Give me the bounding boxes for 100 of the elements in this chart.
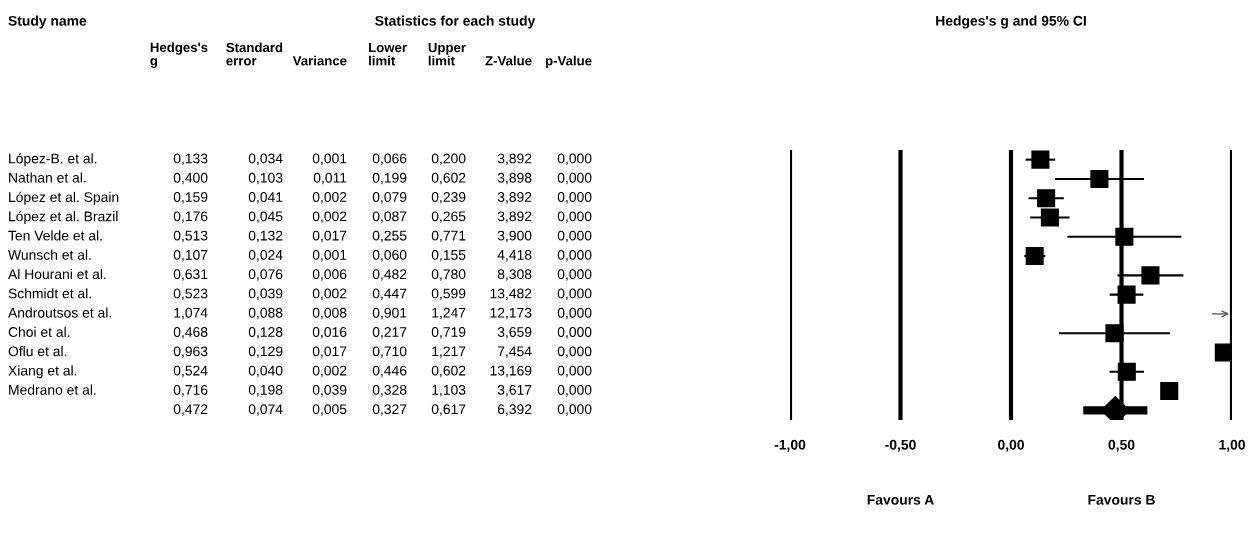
text: 13,482 [490,288,532,301]
text: 0,328 [372,384,407,397]
x-tick-label: 0,50 [1108,439,1135,452]
text: 3,898 [497,172,532,185]
text: 0,041 [248,192,283,204]
text: 0,000 [557,172,592,185]
text: 0,400 [173,172,208,185]
text: 0,199 [372,172,407,185]
x-tick-label: -1,00 [774,439,806,452]
text: 0,002 [312,365,347,378]
text: 0,176 [173,211,208,223]
point [1160,382,1179,401]
text: 0,088 [248,307,283,320]
text: 0,000 [557,153,592,166]
text: 0,024 [248,249,283,262]
category-label: Wunsch et al. [8,249,91,260]
text: 0,000 [557,192,592,204]
text: 0,005 [312,404,347,416]
category-label: Androutsos et al. [8,307,111,318]
text: 0,716 [173,384,208,397]
text: 0,159 [173,192,208,204]
text: 0,710 [372,346,407,358]
text: 0,016 [312,327,347,339]
text: 0,719 [431,327,466,339]
text: 0,045 [248,211,283,223]
point [1031,150,1050,169]
text: 1,074 [174,307,208,320]
text: 0,771 [431,230,466,243]
text: 0,198 [248,384,283,397]
text: 0,017 [312,230,347,243]
point [1117,362,1136,381]
text: Statistics for each study [375,15,536,29]
text: 0,040 [248,365,283,378]
category-label: Standard error [226,42,283,66]
x-tick-label: 0,00 [998,439,1024,452]
text: 0,239 [431,192,466,204]
text: 0,255 [372,230,407,243]
text: 6,392 [497,404,532,416]
point [1090,169,1109,188]
text: 13,169 [490,365,532,378]
text: 3,892 [497,192,532,204]
category-label: Xiang et al. [8,365,77,379]
text: 8,308 [497,269,532,281]
x-tick-label: -0,50 [885,439,916,452]
text: 0,074 [248,404,283,416]
text: 0,000 [557,404,592,416]
text: 3,900 [497,230,532,243]
text: 0,000 [557,230,592,243]
text: 0,079 [372,192,407,204]
text: 0,482 [372,269,407,281]
point [1214,343,1232,362]
text: 0,000 [557,269,592,281]
point [1037,189,1056,208]
point [1141,266,1160,285]
text: 0,327 [372,404,407,416]
text: 0,602 [431,365,466,378]
category-label: López et al. Brazil [9,210,118,225]
chart-title: Hedges's g and 95% CI [936,15,1086,29]
text: 0,963 [173,346,208,358]
text: 0,002 [312,211,347,223]
category-label: Lower limit [369,42,407,66]
text: 1,247 [432,307,466,320]
text: 0,472 [173,404,208,416]
text: 0,039 [248,288,283,301]
text: 0,060 [372,249,407,262]
text: 0,076 [248,269,283,281]
text: 0,602 [431,172,466,185]
category-label: López-B. et al. [9,153,97,167]
text: 7,454 [497,346,532,358]
text: 0,000 [557,365,592,378]
text: 0,017 [312,346,347,358]
category-label: Medrano et al. [9,384,96,395]
text: 0,000 [557,384,592,397]
text: 0,446 [372,365,407,378]
text: 0,000 [557,211,592,223]
text: 0,217 [372,327,407,339]
text: 0,087 [372,211,407,223]
text: 0,265 [431,211,466,223]
text: 0,107 [173,249,208,262]
text: 0,523 [173,288,208,301]
text: 3,659 [497,327,532,339]
text: 0,468 [173,327,208,339]
text: 0,780 [431,269,466,281]
category-label: Oflu et al. [8,346,67,357]
text: Study name [8,15,87,29]
text: 0,000 [557,346,592,358]
text: 0,000 [557,327,592,339]
text: 0,447 [372,288,407,301]
text: 1,103 [432,384,466,397]
text: 12,173 [490,307,532,320]
category-label: Z-Value [485,55,532,66]
text: 0,001 [312,249,347,262]
text: Favours B [1088,495,1155,505]
text: 0,513 [173,230,208,243]
text: 0,133 [173,153,208,166]
text: 0,001 [312,153,347,166]
point [1115,227,1134,246]
text: 0,200 [431,153,466,166]
text: 0,155 [431,249,466,262]
text: 0,617 [431,404,466,416]
